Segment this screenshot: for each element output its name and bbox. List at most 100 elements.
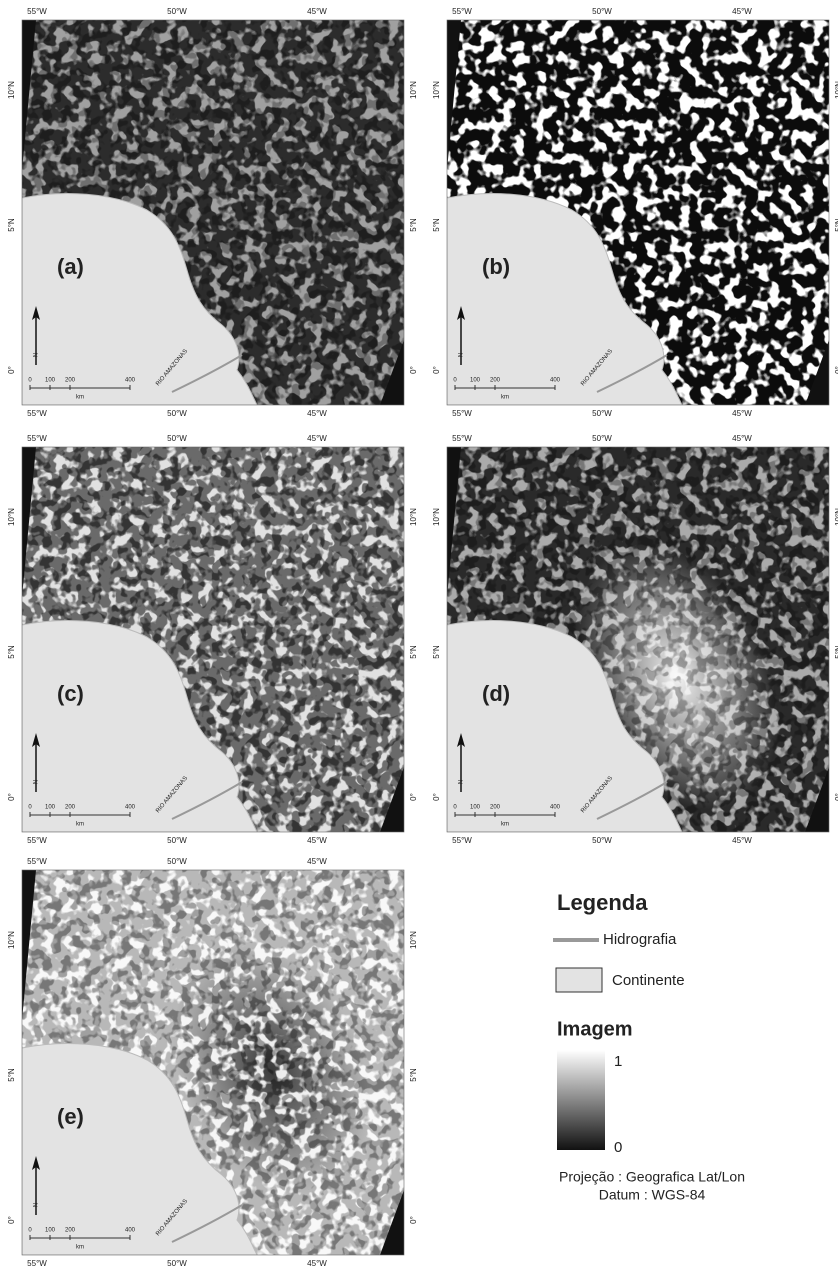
legend-label: Hidrografia	[603, 931, 677, 948]
map-frame	[21, 869, 405, 1256]
scale-unit: km	[501, 822, 509, 828]
river	[596, 354, 668, 393]
legend: Legenda Hidrografia Continente Imagem 1 …	[553, 890, 745, 1203]
image-ramp	[557, 1050, 605, 1150]
lat-label: 5°N	[432, 645, 441, 659]
north-label: N	[34, 780, 40, 784]
lon-label: 45°W	[307, 434, 327, 443]
north-arrow-head	[457, 733, 465, 747]
lat-label: 0°	[7, 1216, 16, 1224]
no-data	[22, 447, 36, 597]
map-area	[22, 870, 404, 1255]
lon-label: 50°W	[167, 857, 187, 866]
lon-label: 50°W	[167, 836, 187, 845]
lat-label: 0°	[409, 1216, 418, 1224]
lon-label: 55°W	[452, 409, 472, 418]
lon-label: 55°W	[452, 836, 472, 845]
scale-label: 400	[125, 805, 136, 811]
scale-unit: km	[76, 1245, 84, 1251]
scale-label: 100	[470, 805, 481, 811]
lat-label: 5°N	[432, 218, 441, 232]
lat-label: 10°N	[7, 508, 16, 526]
lon-label: 45°W	[307, 857, 327, 866]
lon-label: 50°W	[592, 7, 612, 16]
scale-label: 200	[65, 805, 76, 811]
lon-label: 45°W	[732, 434, 752, 443]
lon-label: 45°W	[732, 836, 752, 845]
river	[171, 354, 243, 393]
no-data	[805, 767, 829, 832]
scale-label: 100	[45, 378, 56, 384]
projection: Projeção : Geografica Lat/Lon	[559, 1169, 745, 1185]
scale-label: 400	[125, 1228, 136, 1234]
scale-label: 0	[28, 378, 32, 384]
lat-label: 10°N	[432, 508, 441, 526]
lat-label: 0°	[7, 793, 16, 801]
lat-label: 10°N	[7, 931, 16, 949]
scale-label: 200	[490, 378, 501, 384]
map-frame	[446, 446, 830, 833]
lat-label: 10°N	[409, 931, 418, 949]
lon-label: 45°W	[307, 409, 327, 418]
continent	[447, 620, 683, 832]
lat-label: 5°N	[409, 218, 418, 232]
lat-label: 10°N	[409, 508, 418, 526]
lon-label: 50°W	[592, 836, 612, 845]
no-data	[380, 767, 404, 832]
scale-label: 0	[453, 378, 457, 384]
lat-label: 5°N	[834, 218, 838, 232]
lon-label: 50°W	[167, 434, 187, 443]
lat-label: 0°	[834, 366, 838, 374]
datum: Datum : WGS-84	[599, 1187, 706, 1203]
north-arrow-head	[457, 306, 465, 320]
panel-label: (d)	[482, 681, 510, 706]
lat-label: 0°	[7, 366, 16, 374]
river	[596, 781, 668, 820]
lon-label: 50°W	[167, 1259, 187, 1268]
scale-label: 400	[125, 378, 136, 384]
lon-label: 55°W	[27, 836, 47, 845]
lon-label: 55°W	[27, 1259, 47, 1268]
lat-label: 0°	[432, 366, 441, 374]
north-arrow-head	[32, 1156, 40, 1170]
scale-unit: km	[76, 822, 84, 828]
lat-label: 0°	[409, 366, 418, 374]
lon-label: 50°W	[167, 7, 187, 16]
continent	[22, 193, 258, 405]
lat-label: 0°	[432, 793, 441, 801]
land-swatch	[555, 967, 603, 993]
scale-label: 400	[550, 378, 561, 384]
lon-label: 55°W	[27, 7, 47, 16]
continent	[447, 193, 683, 405]
no-data	[380, 1190, 404, 1255]
lon-label: 55°W	[452, 7, 472, 16]
legend-title: Legenda	[557, 890, 648, 915]
lon-label: 50°W	[592, 409, 612, 418]
lat-label: 5°N	[409, 1068, 418, 1082]
lon-label: 45°W	[732, 409, 752, 418]
lon-label: 55°W	[452, 434, 472, 443]
lat-label: 5°N	[7, 218, 16, 232]
lat-label: 5°N	[7, 1068, 16, 1082]
north-label: N	[34, 353, 40, 357]
scale-unit: km	[76, 395, 84, 401]
map-area	[22, 447, 404, 832]
ramp-label: 0	[614, 1139, 622, 1156]
lat-label: 10°N	[834, 81, 838, 99]
scale-unit: km	[501, 395, 509, 401]
legend-subtitle: Imagem	[557, 1018, 633, 1040]
legend-label: Continente	[612, 972, 685, 989]
continent	[22, 1043, 258, 1255]
scale-label: 400	[550, 805, 561, 811]
scale-label: 200	[65, 1228, 76, 1234]
scale-label: 200	[65, 378, 76, 384]
lat-label: 5°N	[409, 645, 418, 659]
lat-label: 10°N	[432, 81, 441, 99]
lon-label: 50°W	[592, 434, 612, 443]
ramp-label: 1	[614, 1053, 622, 1070]
